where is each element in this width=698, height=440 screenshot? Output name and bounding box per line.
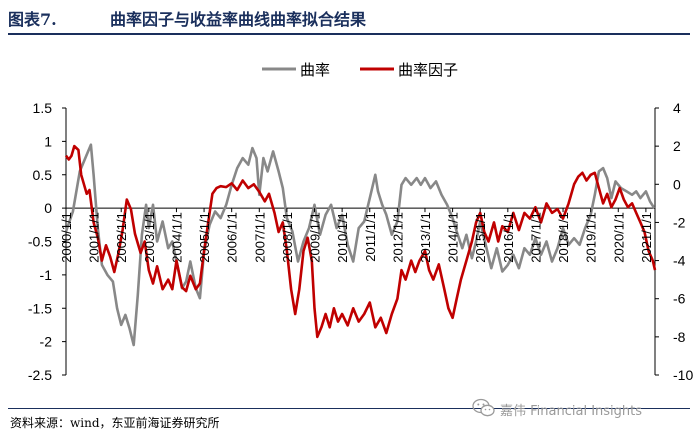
y-left-tick-label: -2	[40, 334, 53, 350]
x-tick-label: 2006/1/1	[225, 212, 240, 263]
footer-rule	[8, 408, 690, 409]
legend-label: 曲率	[300, 62, 330, 79]
y-right-tick-label: 2	[673, 138, 681, 154]
x-tick-label: 2005/1/1	[197, 212, 212, 263]
chart-area: 1.5 1 0.5 0 -0.5 -1 -1.5 -2 -2.5 4 2 0 -2 -4 -6 -8 -10 20…	[0, 40, 698, 400]
x-tick-label: 2007/1/1	[252, 212, 267, 263]
source-note: 资料来源：wind，东亚前海证券研究所	[10, 416, 220, 430]
y-left-tick-label: -1	[40, 267, 53, 283]
legend-label: 曲率因子	[398, 62, 458, 79]
y-left-tick-label: -0.5	[28, 234, 52, 250]
figure-title: 曲率因子与收益率曲线曲率拟合结果	[110, 10, 367, 29]
y-right-tick-label: -6	[673, 291, 686, 307]
x-tick-label: 2016/1/1	[501, 212, 516, 263]
x-tick-label: 2011/1/1	[363, 212, 378, 262]
x-tick-label: 2004/1/1	[169, 212, 184, 263]
x-tick-label: 2019/1/1	[584, 212, 599, 263]
x-tick-label: 2020/1/1	[611, 212, 626, 263]
y-left-tick-label: -1.5	[28, 300, 52, 316]
x-tick-label: 2000/1/1	[59, 212, 74, 263]
x-tick-label: 2001/1/1	[87, 212, 102, 263]
x-tick-label: 2012/1/1	[390, 212, 405, 263]
series-curvature-line	[64, 143, 656, 347]
watermark: 嘉伟 Financial Insights	[472, 398, 692, 420]
y-left-tick-label: 0	[44, 200, 52, 216]
y-right-tick-label: -8	[673, 329, 686, 345]
x-tick-label: 2013/1/1	[418, 212, 433, 263]
series-curvature-factor-line	[64, 144, 657, 339]
x-tick-label: 2014/1/1	[446, 212, 461, 263]
figure-header: 图表7. 曲率因子与收益率曲线曲率拟合结果	[0, 0, 698, 36]
x-tick-label: 2018/1/1	[556, 212, 571, 263]
x-tick-label: 2002/1/1	[114, 212, 129, 263]
y-left-tick-label: 0.5	[33, 167, 53, 183]
x-tick-label: 2003/1/1	[142, 212, 157, 263]
y-right-tick-label: -10	[673, 367, 693, 383]
y-left-tick-label: 1	[44, 133, 52, 149]
figure-label: 图表7.	[8, 10, 57, 29]
x-tick-label: 2021/1/1	[639, 212, 654, 263]
watermark-text: 嘉伟 Financial Insights	[500, 404, 643, 419]
x-tick-label: 2010/1/1	[335, 212, 350, 263]
y-right-tick-label: 4	[673, 100, 681, 116]
y-left-tick-label: -2.5	[28, 367, 52, 383]
x-tick-label: 2009/1/1	[308, 212, 323, 263]
wechat-icon	[472, 398, 495, 417]
y-right-tick-label: -4	[673, 253, 686, 269]
y-right-tick-label: -2	[673, 214, 686, 230]
y-left-tick-label: 1.5	[33, 100, 53, 116]
x-tick-label: 2017/1/1	[528, 212, 543, 263]
y-right-tick-label: 0	[673, 176, 681, 192]
x-tick-label: 2008/1/1	[280, 212, 295, 263]
header-rule	[8, 33, 690, 35]
x-tick-label: 2015/1/1	[473, 212, 488, 263]
line-chart: 1.5 1 0.5 0 -0.5 -1 -1.5 -2 -2.5 4 2 0 -2 -4 -6 -8 -10 20…	[28, 62, 694, 383]
